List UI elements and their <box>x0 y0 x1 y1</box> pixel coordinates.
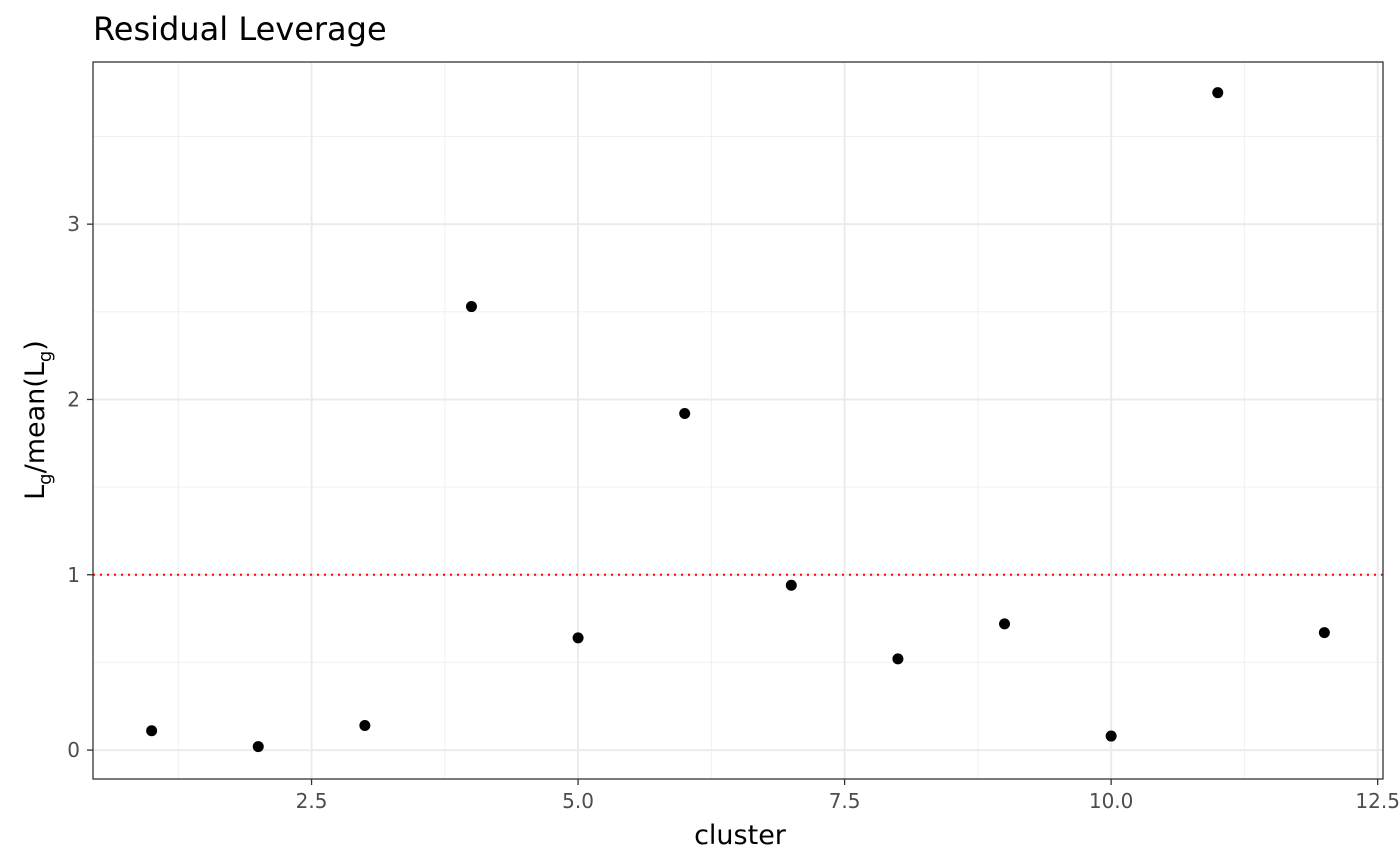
y-axis-title-sub2: g <box>35 351 56 362</box>
y-tick-label: 1 <box>67 563 80 587</box>
x-tick-label: 7.5 <box>829 789 861 813</box>
data-point <box>1105 730 1117 742</box>
x-axis-title: cluster <box>694 820 787 851</box>
y-tick-label: 3 <box>67 212 80 236</box>
panel-background <box>93 62 1383 779</box>
data-point <box>1212 87 1224 99</box>
y-axis-title-end: ) <box>20 340 51 351</box>
data-point <box>572 632 584 644</box>
x-tick-label: 5.0 <box>562 789 594 813</box>
y-tick-label: 2 <box>67 387 80 411</box>
data-point <box>679 407 691 419</box>
data-point <box>146 725 158 737</box>
y-axis: 0 1 2 3 <box>67 212 93 762</box>
data-point <box>252 741 264 753</box>
y-axis-title: Lg/mean(Lg) <box>20 340 56 500</box>
major-gridlines <box>93 62 1383 779</box>
y-axis-title-base2: L <box>20 362 51 377</box>
y-tick-label: 0 <box>67 738 80 762</box>
minor-gridlines <box>93 62 1383 779</box>
data-points <box>146 87 1330 753</box>
data-point <box>892 653 904 665</box>
plot-panel <box>92 61 1384 780</box>
x-axis: 2.5 5.0 7.5 10.0 12.5 <box>296 779 1400 813</box>
y-axis-title-sub: g <box>35 473 56 484</box>
x-tick-label: 12.5 <box>1355 789 1400 813</box>
y-axis-title-base: L <box>20 485 51 500</box>
data-point <box>785 579 797 591</box>
panel-border <box>92 61 1384 780</box>
y-axis-title-mid: /mean( <box>20 377 51 473</box>
data-point <box>359 720 371 732</box>
data-point <box>999 618 1011 630</box>
x-tick-label: 10.0 <box>1089 789 1134 813</box>
x-tick-label: 2.5 <box>296 789 328 813</box>
data-point <box>465 301 477 313</box>
chart-title: Residual Leverage <box>93 10 387 48</box>
data-point <box>1318 627 1330 639</box>
